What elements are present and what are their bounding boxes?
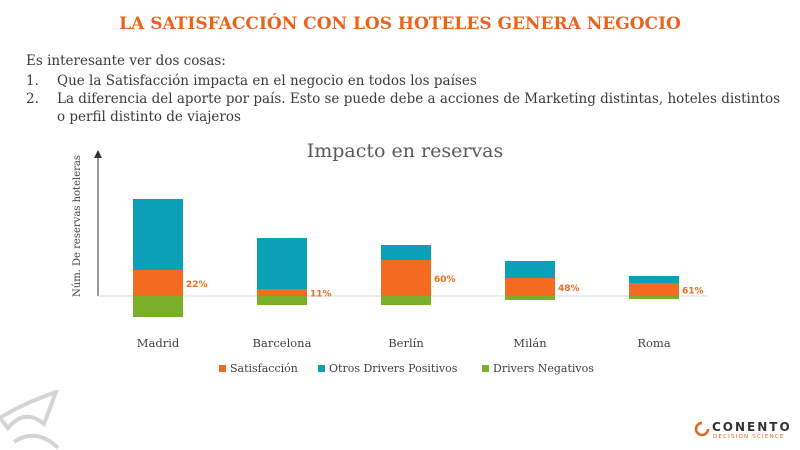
point-item: 2. La diferencia del aporte por país. Est… xyxy=(26,90,786,126)
bar-otros-drivers xyxy=(629,276,679,283)
brand-tagline: DECISION SCIENCE xyxy=(713,434,785,440)
bar-drivers-negativos xyxy=(381,296,431,305)
bar-satisfaccion xyxy=(257,289,307,296)
bar-drivers-negativos xyxy=(629,296,679,299)
brand-name: CONENTO xyxy=(712,420,792,434)
x-tick-label: Barcelona xyxy=(253,336,312,350)
point-text: La diferencia del aporte por país. Esto … xyxy=(57,91,781,125)
bar-satisfaccion xyxy=(381,260,431,296)
intro-text: Es interesante ver dos cosas: xyxy=(26,53,226,69)
conento-logo-icon xyxy=(694,421,710,437)
y-axis-arrow-icon xyxy=(94,150,102,158)
legend-label: Satisfacción xyxy=(230,362,298,375)
legend-swatch xyxy=(219,365,226,372)
bar-satisfaccion xyxy=(133,270,183,296)
data-label: 22% xyxy=(186,280,208,290)
bar-otros-drivers xyxy=(381,245,431,260)
bar-drivers-negativos xyxy=(133,296,183,317)
bar-satisfaccion xyxy=(505,278,555,296)
points-list: 1. Que la Satisfacción impacta en el nego… xyxy=(26,72,786,126)
bar-otros-drivers xyxy=(133,199,183,270)
brand-logo: CONENTO DECISION SCIENCE xyxy=(694,420,790,446)
point-text: Que la Satisfacción impacta en el negoci… xyxy=(57,73,477,89)
point-number: 1. xyxy=(26,73,39,89)
legend-label: Otros Drivers Positivos xyxy=(329,362,458,375)
bar-drivers-negativos xyxy=(257,296,307,305)
data-label: 11% xyxy=(310,290,332,300)
y-axis-label: Núm. De reservas hoteleras xyxy=(72,155,83,297)
bar-satisfaccion xyxy=(629,283,679,296)
chart-title: Impacto en reservas xyxy=(307,140,504,162)
legend-swatch xyxy=(482,365,489,372)
legend-label: Drivers Negativos xyxy=(493,362,594,375)
bar-drivers-negativos xyxy=(505,296,555,300)
data-label: 61% xyxy=(682,287,704,297)
point-item: 1. Que la Satisfacción impacta en el nego… xyxy=(26,72,786,90)
data-label: 48% xyxy=(558,284,580,294)
x-tick-label: Madrid xyxy=(137,336,180,350)
point-number: 2. xyxy=(26,91,39,107)
x-tick-label: Milán xyxy=(513,336,547,350)
page-title: LA SATISFACCIÓN CON LOS HOTELES GENERA N… xyxy=(119,14,681,34)
bar-otros-drivers xyxy=(257,238,307,289)
bar-otros-drivers xyxy=(505,261,555,278)
data-label: 60% xyxy=(434,275,456,285)
legend-swatch xyxy=(318,365,325,372)
arrow-watermark xyxy=(0,390,60,450)
x-tick-label: Berlín xyxy=(388,336,424,350)
x-tick-label: Roma xyxy=(637,336,670,350)
